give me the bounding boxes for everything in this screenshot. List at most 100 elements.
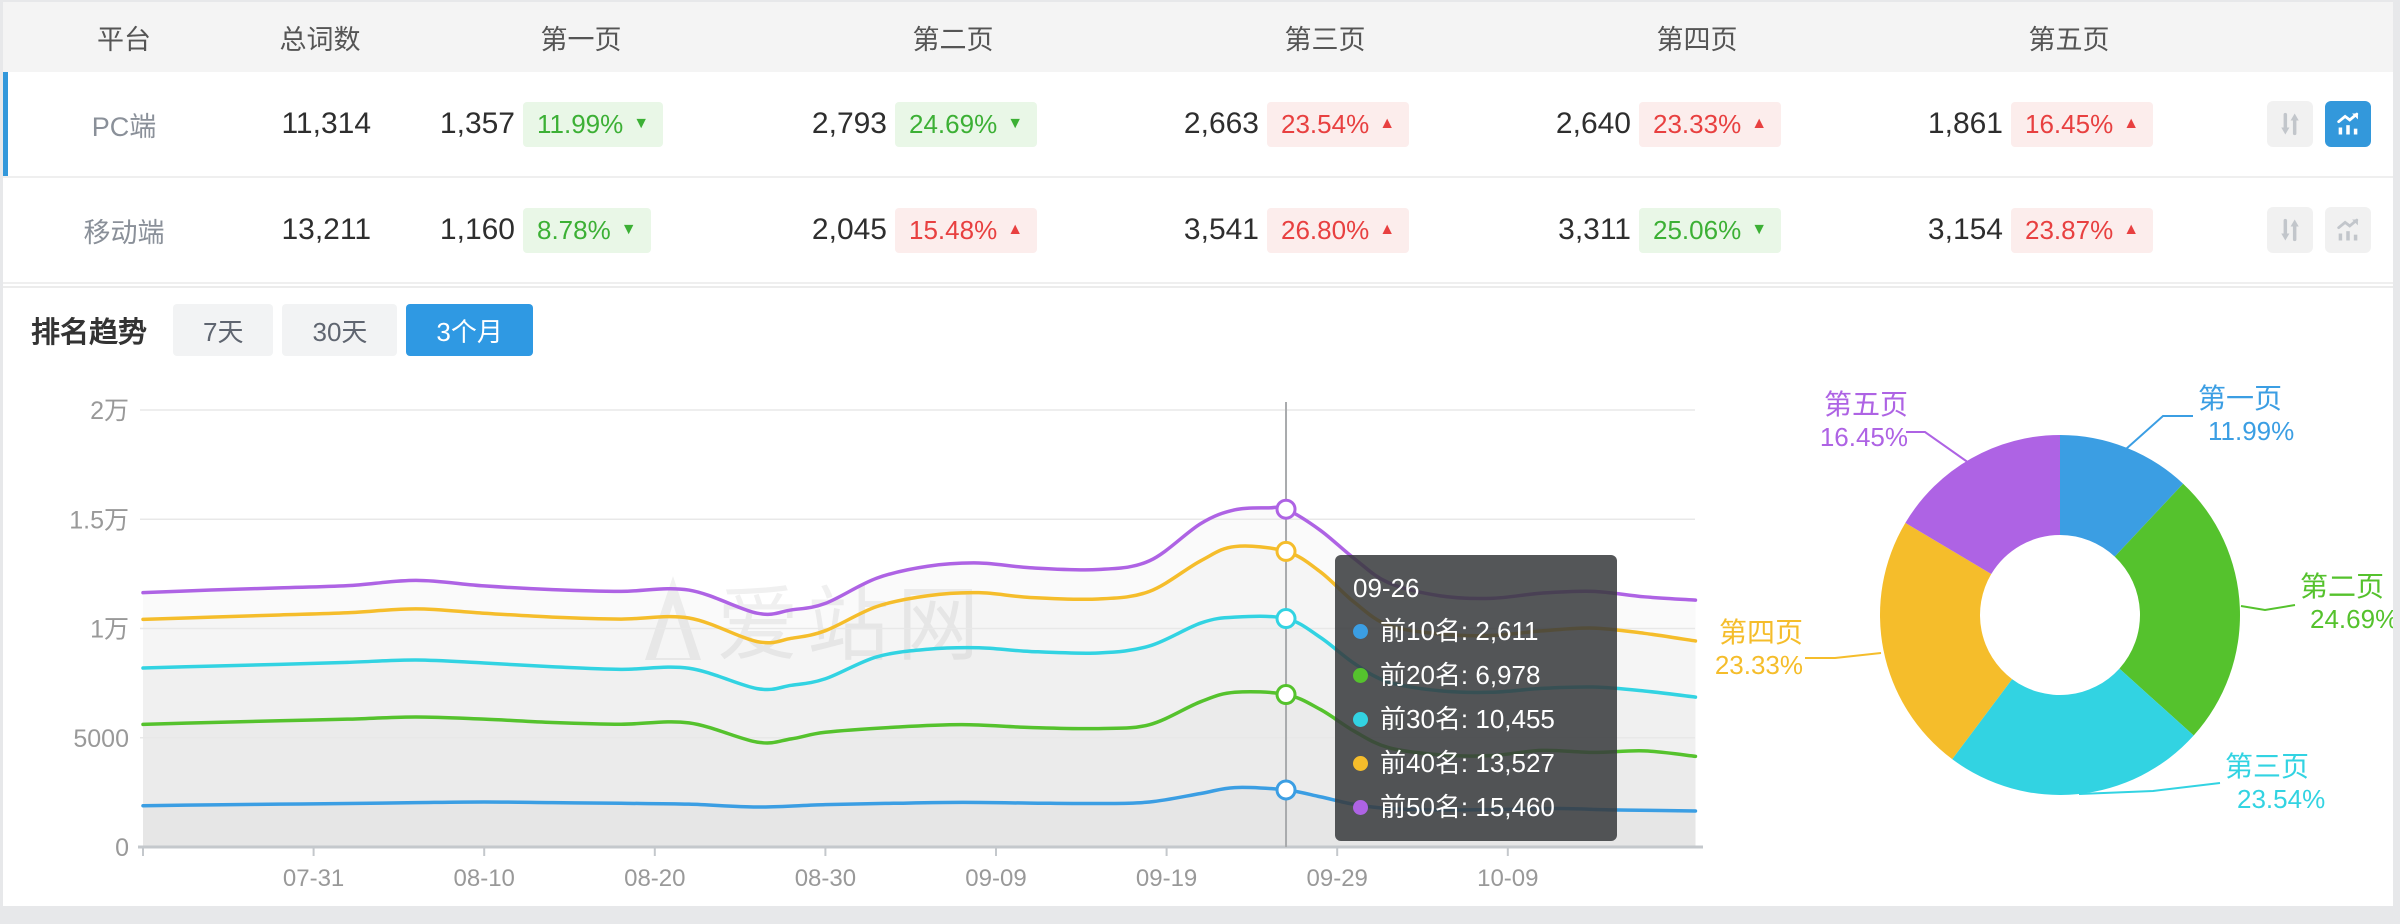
series-dot-icon [1353,667,1368,683]
tooltip-item: 前20名: 6,978 [1353,653,1599,697]
y-axis-label: 1万 [90,616,129,644]
col-header-platform: 平台 [97,24,151,55]
col-header-page5: 第五页 [2028,24,2110,55]
page3-count: 3,541 [1183,213,1259,246]
page4-count: 2,640 [1555,107,1631,140]
donut-slice-第五页[interactable] [1905,435,2060,575]
range-tab-3m[interactable]: 3个月 [406,304,533,356]
crosshair-marker-前20名 [1275,684,1297,706]
donut-label-page5: 第五页 16.45% [1819,389,1908,452]
page1-change-badge: 11.99% ▼ [523,101,664,147]
x-axis-label: 08-10 [454,865,515,892]
page4-change-badge: 25.06% ▼ [1639,207,1782,253]
series-area-前30名 [143,616,1696,847]
sort-arrows-icon [2281,112,2299,136]
series-area-前40名 [143,546,1696,847]
donut-slice-第一页[interactable] [2060,435,2184,557]
x-axis-label: 09-19 [1136,865,1197,892]
col-header-total: 总词数 [279,24,361,55]
range-tab-7d[interactable]: 7天 [173,304,274,356]
platform-label: PC端 [91,111,157,142]
trend-arrow-icon: ▲ [1379,115,1396,132]
total-words: 13,211 [281,213,371,246]
col-header-page1: 第一页 [540,24,622,55]
line-chart-icon [2337,112,2359,135]
donut-leader-line [2078,782,2221,795]
page1-count: 1,160 [439,213,515,246]
total-words: 11,314 [281,107,371,140]
x-axis-label: 07-31 [283,865,344,892]
page2-count: 2,793 [811,107,887,140]
trend-arrow-icon: ▲ [2123,115,2140,132]
table-row-mobile[interactable]: 移动端 13,211 1,160 8.78% ▼ 2,045 15.48% ▲ 3,… [3,178,2393,284]
x-axis-label: 09-09 [965,865,1026,892]
x-axis-label: 08-20 [624,865,685,892]
page2-change-badge: 15.48% ▲ [895,207,1038,253]
trend-arrow-icon: ▼ [620,221,637,238]
page1-count: 1,357 [439,107,515,140]
trend-section-title: 排名趋势 [31,317,148,349]
page3-change-badge: 26.80% ▲ [1267,207,1410,253]
col-header-page2: 第二页 [912,24,994,55]
series-dot-icon [1353,623,1368,639]
x-axis-label: 08-30 [795,865,856,892]
page1-change-badge: 8.78% ▼ [523,207,651,253]
page3-change-badge: 23.54% ▲ [1267,101,1410,147]
series-area-前10名 [143,787,1696,847]
crosshair-marker-前50名 [1275,498,1297,520]
crosshair-marker-前30名 [1275,608,1297,630]
section-divider [3,286,2393,288]
page2-count: 2,045 [811,213,887,246]
series-dot-icon [1353,711,1368,727]
trend-chart-button[interactable] [2325,101,2371,147]
trend-arrow-icon: ▲ [1379,221,1396,238]
page4-change-badge: 23.33% ▲ [1639,101,1782,147]
y-axis-label: 5000 [73,725,129,753]
crosshair-marker-前10名 [1275,779,1297,801]
series-area-前50名 [143,507,1696,847]
page3-count: 2,663 [1183,107,1259,140]
tooltip-item: 前50名: 15,460 [1353,785,1599,829]
col-header-page4: 第四页 [1656,24,1738,55]
donut-slice-第二页[interactable] [2114,483,2240,736]
x-axis-label: 10-09 [1477,865,1538,892]
series-dot-icon [1353,799,1368,815]
table-header: 平台 总词数 第一页 第二页 第三页 第四页 第五页 [3,2,2393,72]
ranking-trend-chart[interactable]: 07-31 08-10 08-20 08-30 09-09 09-19 09-29 10-09… [3,372,1753,904]
y-axis-label: 2万 [90,397,129,425]
page4-count: 3,311 [1558,213,1631,246]
donut-leader-line [1906,431,1970,464]
tooltip-item: 前40名: 13,527 [1353,741,1599,785]
line-chart-icon [2337,218,2359,241]
series-dot-icon [1353,755,1368,771]
donut-slice-第四页[interactable] [1880,522,2013,760]
page5-change-badge: 16.45% ▲ [2011,101,2154,147]
tooltip-date: 09-26 [1353,573,1420,603]
trend-chart-button[interactable] [2325,207,2371,253]
y-axis-label: 0 [115,834,129,862]
compare-button[interactable] [2267,101,2313,147]
sort-arrows-icon [2281,218,2299,242]
page5-count: 3,154 [1927,213,2003,246]
tooltip-item: 前10名: 2,611 [1353,609,1599,653]
platform-label: 移动端 [83,217,165,248]
donut-label-page3: 第三页 23.54% [2225,751,2326,814]
trend-arrow-icon: ▼ [1751,221,1768,238]
range-tab-30d[interactable]: 30天 [282,304,398,356]
x-axis-label: 09-29 [1307,865,1368,892]
table-row-pc[interactable]: PC端 11,314 1,357 11.99% ▼ 2,793 24.69% ▼ 2… [3,72,2393,178]
series-area-前20名 [143,691,1696,847]
compare-button[interactable] [2267,207,2313,253]
page2-change-badge: 24.69% ▼ [895,101,1038,147]
page-distribution-donut-chart[interactable] [1653,372,2393,852]
col-header-page3: 第三页 [1284,24,1366,55]
chart-tooltip: 09-26 前10名: 2,611 前20名: 6,978 前30名: 10,455… [1335,555,1617,841]
dashboard-card: 平台 总词数 第一页 第二页 第三页 第四页 第五页 PC端 11,314 1,… [3,2,2393,906]
crosshair-marker-前40名 [1275,540,1297,562]
trend-arrow-icon: ▼ [1007,115,1024,132]
tooltip-item: 前30名: 10,455 [1353,697,1599,741]
donut-leader-line [2125,415,2193,450]
trend-arrow-icon: ▲ [2123,221,2140,238]
donut-slice-第三页[interactable] [1952,668,2194,795]
donut-leader-line [2240,604,2296,612]
